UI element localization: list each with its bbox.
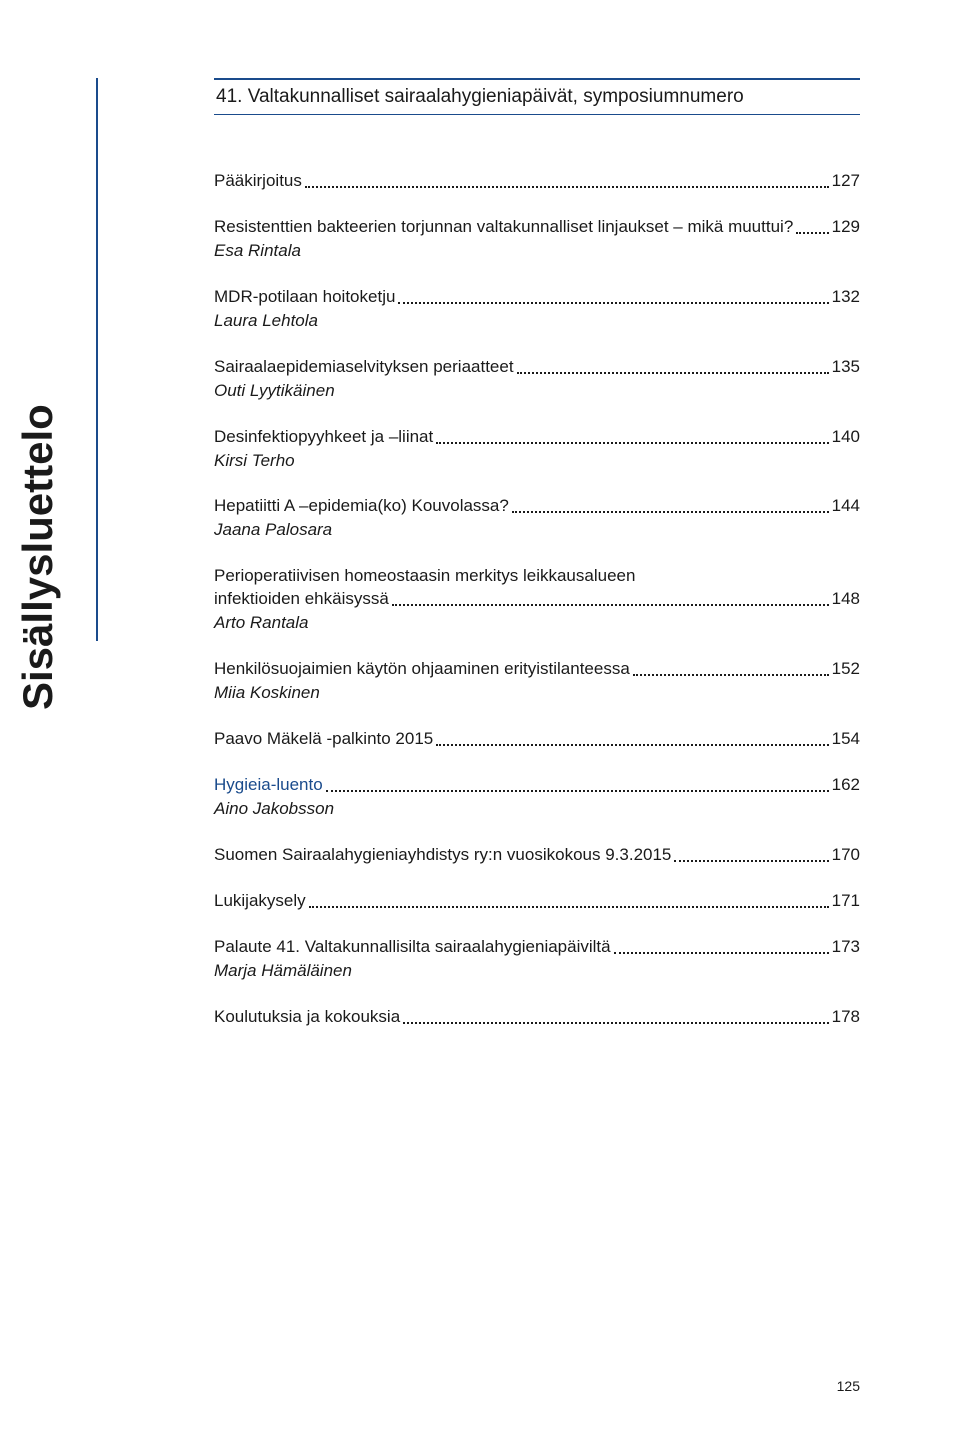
toc-entry: Paavo Mäkelä -palkinto 2015 154 bbox=[214, 728, 860, 751]
toc-leader bbox=[436, 744, 828, 746]
toc-title: Resistenttien bakteerien torjunnan valta… bbox=[214, 216, 793, 239]
toc-leader bbox=[674, 860, 828, 862]
toc-page: 129 bbox=[832, 216, 860, 239]
page-title: 41. Valtakunnalliset sairaalahygieniapäi… bbox=[214, 86, 860, 108]
toc-entry: Koulutuksia ja kokouksia 178 bbox=[214, 1006, 860, 1029]
toc-entry: Suomen Sairaalahygieniayhdistys ry:n vuo… bbox=[214, 844, 860, 867]
page-number: 125 bbox=[837, 1378, 860, 1394]
toc-page: 162 bbox=[832, 774, 860, 797]
toc-author: Outi Lyytikäinen bbox=[214, 380, 860, 403]
sidebar-label: Sisällysluettelo bbox=[14, 404, 62, 710]
toc-page: 178 bbox=[832, 1006, 860, 1029]
toc-title: Sairaalaepidemiaselvityksen periaatteet bbox=[214, 356, 514, 379]
toc-leader bbox=[517, 372, 829, 374]
toc-title: MDR-potilaan hoitoketju bbox=[214, 286, 395, 309]
toc-title: Koulutuksia ja kokouksia bbox=[214, 1006, 400, 1029]
toc-page: 171 bbox=[832, 890, 860, 913]
header-rule-top bbox=[214, 78, 860, 80]
toc-entry: Henkilösuojaimien käytön ohjaaminen erit… bbox=[214, 658, 860, 705]
toc-entry: Palaute 41. Valtakunnallisilta sairaalah… bbox=[214, 936, 860, 983]
toc-leader bbox=[309, 906, 829, 908]
toc-page: 132 bbox=[832, 286, 860, 309]
toc-title-line2: infektioiden ehkäisyssä bbox=[214, 588, 389, 611]
toc-leader bbox=[398, 302, 828, 304]
toc-title: Paavo Mäkelä -palkinto 2015 bbox=[214, 728, 433, 751]
toc-leader bbox=[326, 790, 829, 792]
toc-entry: MDR-potilaan hoitoketju 132 Laura Lehtol… bbox=[214, 286, 860, 333]
vertical-rule bbox=[96, 78, 98, 641]
toc-leader bbox=[392, 604, 829, 606]
toc-leader bbox=[633, 674, 829, 676]
toc-title: Henkilösuojaimien käytön ohjaaminen erit… bbox=[214, 658, 630, 681]
header-rule-bottom bbox=[214, 114, 860, 115]
toc-entry: Hygieia-luento 162 Aino Jakobsson bbox=[214, 774, 860, 821]
toc-title: Hygieia-luento bbox=[214, 774, 323, 797]
toc-title: Desinfektiopyyhkeet ja –liinat bbox=[214, 426, 433, 449]
table-of-contents: Pääkirjoitus 127 Resistenttien bakteerie… bbox=[214, 170, 860, 1052]
toc-page: 144 bbox=[832, 495, 860, 518]
toc-leader bbox=[403, 1022, 828, 1024]
toc-entry: Sairaalaepidemiaselvityksen periaatteet … bbox=[214, 356, 860, 403]
toc-title: Palaute 41. Valtakunnallisilta sairaalah… bbox=[214, 936, 611, 959]
toc-page: 127 bbox=[832, 170, 860, 193]
toc-page: 148 bbox=[832, 588, 860, 611]
header-block: 41. Valtakunnalliset sairaalahygieniapäi… bbox=[214, 78, 860, 115]
toc-leader bbox=[512, 511, 829, 513]
toc-author: Arto Rantala bbox=[214, 612, 860, 635]
toc-author: Aino Jakobsson bbox=[214, 798, 860, 821]
toc-page: 173 bbox=[832, 936, 860, 959]
toc-title: Hepatiitti A –epidemia(ko) Kouvolassa? bbox=[214, 495, 509, 518]
toc-author: Jaana Palosara bbox=[214, 519, 860, 542]
toc-page: 140 bbox=[832, 426, 860, 449]
toc-entry: Lukijakysely 171 bbox=[214, 890, 860, 913]
toc-author: Laura Lehtola bbox=[214, 310, 860, 333]
toc-page: 170 bbox=[832, 844, 860, 867]
toc-page: 135 bbox=[832, 356, 860, 379]
toc-entry: Perioperatiivisen homeostaasin merkitys … bbox=[214, 565, 860, 635]
toc-entry: Resistenttien bakteerien torjunnan valta… bbox=[214, 216, 860, 263]
toc-leader bbox=[614, 952, 829, 954]
toc-leader bbox=[796, 232, 828, 234]
toc-title-line1: Perioperatiivisen homeostaasin merkitys … bbox=[214, 565, 860, 588]
toc-author: Esa Rintala bbox=[214, 240, 860, 263]
toc-author: Marja Hämäläinen bbox=[214, 960, 860, 983]
toc-title: Pääkirjoitus bbox=[214, 170, 302, 193]
toc-leader bbox=[436, 442, 828, 444]
toc-title: Lukijakysely bbox=[214, 890, 306, 913]
toc-leader bbox=[305, 186, 829, 188]
toc-title: Suomen Sairaalahygieniayhdistys ry:n vuo… bbox=[214, 844, 671, 867]
toc-author: Kirsi Terho bbox=[214, 450, 860, 473]
toc-entry: Pääkirjoitus 127 bbox=[214, 170, 860, 193]
toc-author: Miia Koskinen bbox=[214, 682, 860, 705]
toc-entry: Desinfektiopyyhkeet ja –liinat 140 Kirsi… bbox=[214, 426, 860, 473]
toc-page: 154 bbox=[832, 728, 860, 751]
toc-entry: Hepatiitti A –epidemia(ko) Kouvolassa? 1… bbox=[214, 495, 860, 542]
toc-page: 152 bbox=[832, 658, 860, 681]
